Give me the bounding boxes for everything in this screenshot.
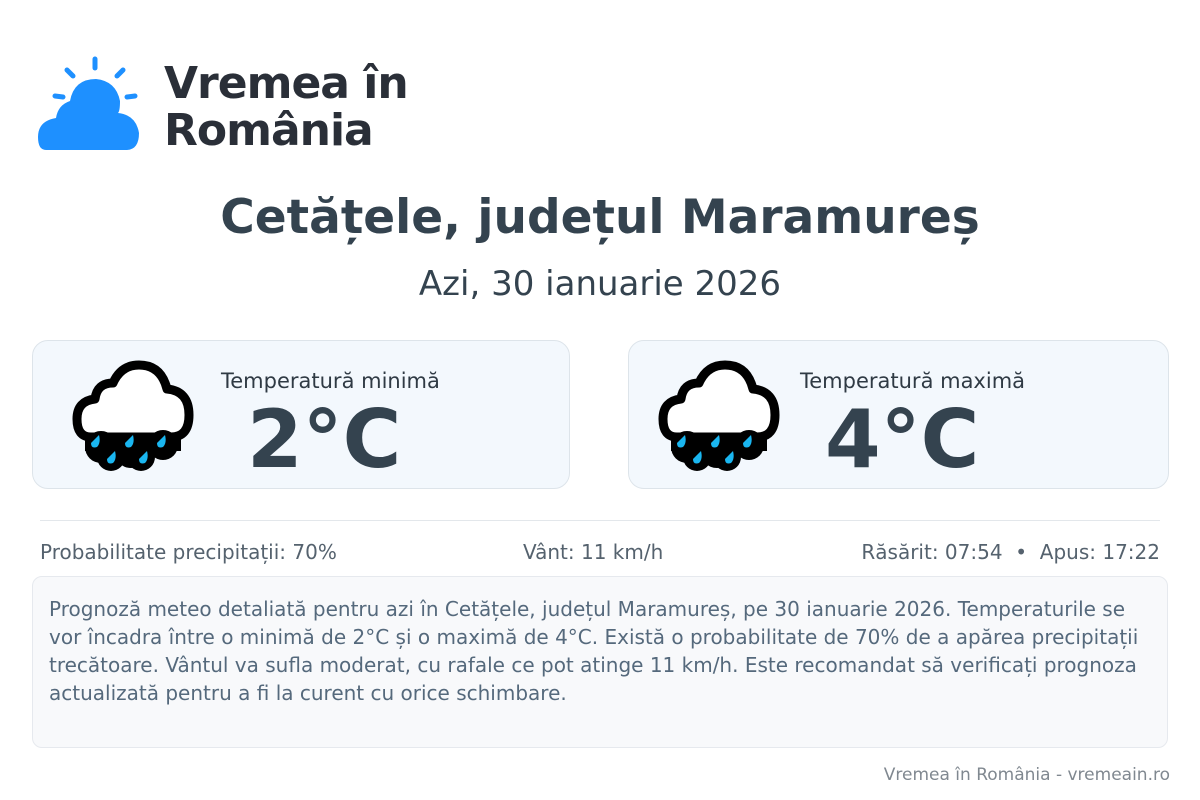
brand-name: Vremea în România bbox=[164, 58, 409, 156]
divider bbox=[40, 520, 1160, 521]
site-logo[interactable]: Vremea în România bbox=[36, 55, 409, 155]
max-temp-value: 4°C bbox=[825, 393, 980, 486]
precipitation-probability: Probabilitate precipitații: 70% bbox=[40, 540, 337, 564]
max-temp-label: Temperatură maximă bbox=[800, 369, 1026, 393]
min-temp-value: 2°C bbox=[247, 393, 402, 486]
page-title: Cetățele, județul Maramureș bbox=[220, 190, 980, 245]
wind-speed: Vânt: 11 km/h bbox=[523, 540, 664, 564]
brand-line-1: Vremea în bbox=[164, 58, 409, 109]
brand-line-2: România bbox=[164, 105, 374, 156]
max-temp-card: Temperatură maximă 4°C bbox=[628, 340, 1169, 489]
min-temp-label: Temperatură minimă bbox=[221, 369, 440, 393]
rain-cloud-icon bbox=[658, 360, 780, 471]
rain-cloud-icon bbox=[72, 360, 194, 471]
min-temp-card: Temperatură minimă 2°C bbox=[32, 340, 570, 489]
sunrise-sunset: Răsărit: 07:54 • Apus: 17:22 bbox=[861, 540, 1160, 564]
page-date: Azi, 30 ianuarie 2026 bbox=[418, 264, 782, 304]
forecast-description: Prognoză meteo detaliată pentru azi în C… bbox=[32, 576, 1168, 748]
footer-credit[interactable]: Vremea în România - vremeain.ro bbox=[883, 765, 1170, 785]
sun-cloud-icon bbox=[38, 56, 139, 150]
